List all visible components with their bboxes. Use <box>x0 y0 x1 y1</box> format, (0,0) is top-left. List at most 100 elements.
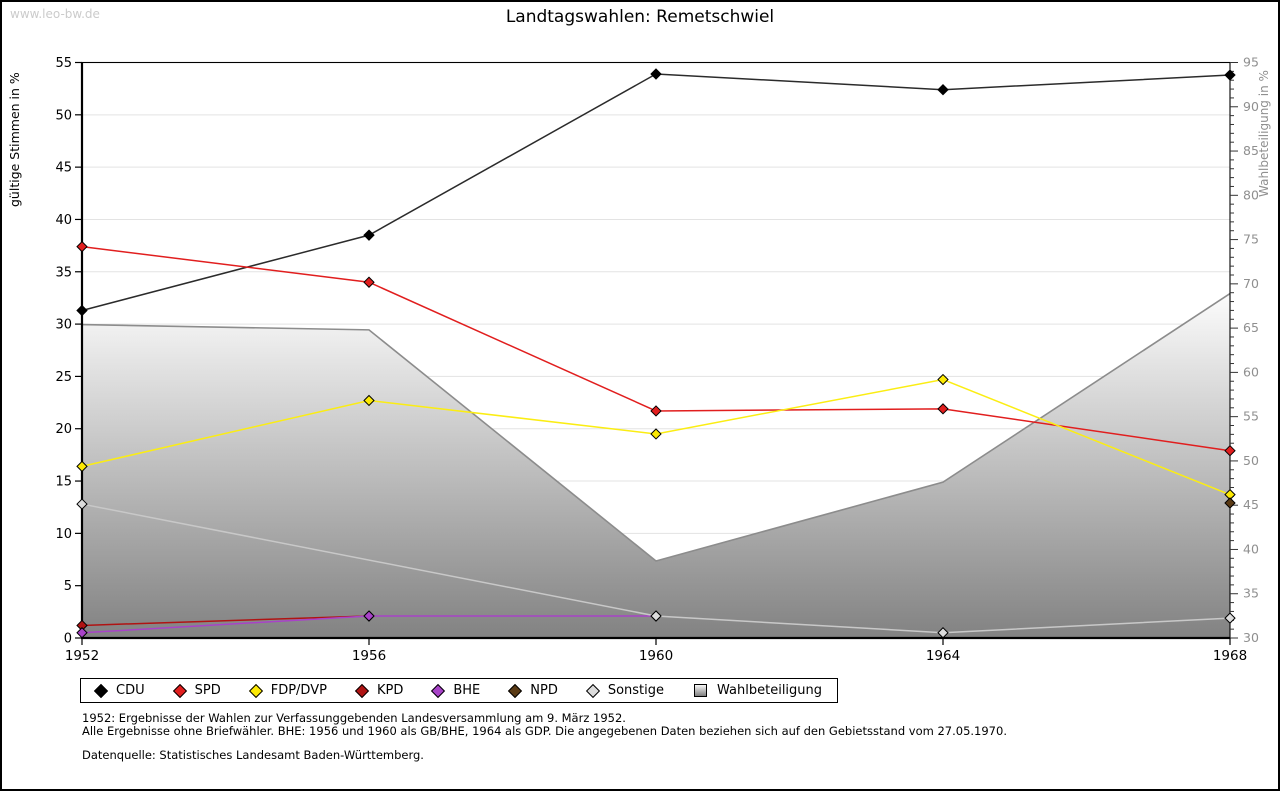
legend: CDU SPD FDP/DVP KPD BHE NPD Sonstige Wahlbeteil… <box>80 678 839 703</box>
data-point-marker <box>363 394 375 407</box>
legend-item-label: NPD <box>530 683 558 698</box>
legend-diamond-icon <box>93 683 109 698</box>
y-right-tick-label: 75 <box>1243 232 1259 247</box>
y-left-tick-label: 0 <box>64 632 72 647</box>
y-right-tick-label: 45 <box>1243 497 1259 512</box>
series-cdu <box>76 68 1236 317</box>
y-right-tick-label: 35 <box>1243 586 1259 601</box>
data-point-marker <box>650 405 662 417</box>
legend-item-label: SPD <box>194 683 221 698</box>
y-left-tick-label: 30 <box>55 318 72 333</box>
y-right-axis: 30 35 40 45 50 55 60 65 70 75 80 85 90 95 <box>1230 55 1259 645</box>
y-right-tick-label: 95 <box>1243 55 1259 70</box>
data-point-marker <box>363 229 375 241</box>
data-point-marker <box>937 627 949 639</box>
legend-item-kpd: KPD <box>354 683 404 698</box>
y-left-tick-label: 5 <box>64 579 72 594</box>
y-right-tick-label: 90 <box>1243 99 1259 114</box>
series-spd <box>76 240 1236 457</box>
data-point-marker <box>1224 612 1236 624</box>
turnout-area-edge <box>81 292 1231 562</box>
series-sonstige <box>76 498 1236 639</box>
legend-item-cdu: CDU <box>93 683 145 698</box>
x-tick-label: 1956 <box>352 648 386 664</box>
x-tick-label: 1964 <box>926 648 960 664</box>
data-point-marker <box>76 304 88 317</box>
footnote-line: 1952: Ergebnisse der Wahlen zur Verfassu… <box>82 711 626 725</box>
legend-diamond-icon <box>508 683 523 698</box>
legend-item-label: KPD <box>376 683 404 698</box>
data-point-marker <box>650 68 662 80</box>
y-left-axis-title: gültige Stimmen in % <box>7 72 22 207</box>
data-point-marker <box>937 403 949 415</box>
y-left-tick-label: 50 <box>55 108 72 123</box>
legend-item-sonstige: Sonstige <box>585 683 665 698</box>
data-point-marker <box>363 276 375 288</box>
turnout-area <box>82 293 1230 638</box>
legend-item-fdp-dvp: FDP/DVP <box>248 683 327 698</box>
data-point-marker <box>76 460 88 473</box>
y-left-tick-label: 15 <box>55 475 72 490</box>
y-left-tick-label: 35 <box>55 265 72 280</box>
footnote-line: Alle Ergebnisse ohne Briefwähler. BHE: 1… <box>82 724 1007 738</box>
legend-diamond-icon <box>172 683 187 698</box>
legend-item-bhe: BHE <box>431 683 481 698</box>
y-left-tick-label: 55 <box>55 56 72 71</box>
footnote-source: Datenquelle: Statistisches Landesamt Bad… <box>82 748 424 762</box>
legend-item-label: FDP/DVP <box>270 683 327 698</box>
page-title: Landtagswahlen: Remetschwiel <box>505 7 775 27</box>
series-line <box>81 615 370 627</box>
series-line <box>81 73 1231 312</box>
data-point-marker <box>650 428 662 440</box>
legend-item-label: BHE <box>453 683 481 698</box>
legend-item-label: CDU <box>116 683 145 698</box>
y-right-tick-label: 85 <box>1243 143 1259 158</box>
series-line <box>81 503 1231 634</box>
data-point-marker <box>1224 69 1236 81</box>
data-point-marker <box>76 627 88 639</box>
y-left-tick-label: 25 <box>55 370 72 385</box>
data-point-marker <box>76 240 88 253</box>
y-left-tick-label: 20 <box>55 422 72 437</box>
x-tick-label: 1968 <box>1213 648 1247 664</box>
y-right-tick-label: 50 <box>1243 453 1259 468</box>
legend-area-swatch-icon <box>694 684 708 697</box>
legend-diamond-icon <box>585 683 600 698</box>
legend-diamond-icon <box>248 683 263 698</box>
y-right-tick-label: 40 <box>1243 541 1259 556</box>
y-right-tick-label: 65 <box>1243 320 1259 335</box>
data-point-marker <box>76 498 88 510</box>
data-point-marker <box>937 373 949 386</box>
x-axis: 1952 1956 1960 1964 1968 <box>65 638 1247 664</box>
data-point-marker <box>650 610 662 622</box>
series-fdp-dvp <box>76 373 1236 501</box>
y-right-tick-label: 80 <box>1243 187 1259 202</box>
y-right-tick-label: 55 <box>1243 409 1259 424</box>
x-tick-label: 1960 <box>639 648 673 664</box>
y-left-tick-label: 10 <box>55 527 72 542</box>
y-right-tick-label: 30 <box>1243 630 1259 645</box>
data-point-marker <box>1224 444 1236 457</box>
y-left-tick-label: 40 <box>55 213 72 228</box>
data-point-marker <box>1224 497 1236 509</box>
y-left-tick-label: 45 <box>55 161 72 176</box>
y-right-tick-label: 70 <box>1243 276 1259 291</box>
legend-diamond-icon <box>354 683 370 698</box>
y-right-axis-title: Wahlbeteiligung in % <box>1257 70 1271 197</box>
legend-item-label: Sonstige <box>607 683 665 698</box>
series-npd <box>1224 497 1236 509</box>
legend-item-spd: SPD <box>172 683 221 698</box>
data-point-marker <box>363 610 375 622</box>
y-right-tick-label: 60 <box>1243 364 1259 379</box>
footnotes: 1952: Ergebnisse der Wahlen zur Verfassu… <box>82 712 1007 762</box>
watermark: www.leo-bw.de <box>10 7 100 21</box>
x-tick-label: 1952 <box>65 648 99 664</box>
legend-item-label: Wahlbeteiligung <box>717 683 823 698</box>
legend-item-wahlbeteiligung: Wahlbeteiligung <box>694 683 822 698</box>
legend-diamond-icon <box>431 683 446 698</box>
data-point-marker <box>937 83 949 96</box>
legend-item-npd: NPD <box>508 683 558 698</box>
y-left-axis: 0 5 10 15 20 25 30 35 40 45 50 55 <box>55 56 82 647</box>
